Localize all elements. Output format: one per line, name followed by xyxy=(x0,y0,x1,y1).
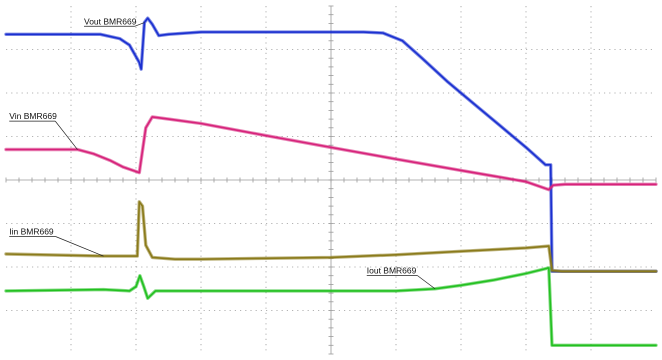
trace-label-leader xyxy=(54,120,78,150)
trace-iin-bmr669 xyxy=(5,201,657,273)
trace-label-leader xyxy=(417,275,436,290)
trace-label-vin-bmr669: Vin BMR669 xyxy=(9,111,57,121)
trace-label-leader xyxy=(134,22,145,27)
traces xyxy=(4,16,658,347)
trace-iout-bmr669 xyxy=(5,267,657,347)
grid xyxy=(5,5,657,355)
trace-vin-bmr669 xyxy=(5,116,657,191)
trace-vout-bmr669 xyxy=(5,17,657,273)
trace-label-vout-bmr669: Vout BMR669 xyxy=(84,16,137,26)
trace-label-leader xyxy=(55,236,104,257)
trace-labels: Vout BMR669 Vin BMR669 Iin BMR669 Iout BMR6… xyxy=(9,16,436,290)
trace-label-iout-bmr669: Iout BMR669 xyxy=(367,266,417,276)
trace-label-iin-bmr669: Iin BMR669 xyxy=(9,226,54,236)
